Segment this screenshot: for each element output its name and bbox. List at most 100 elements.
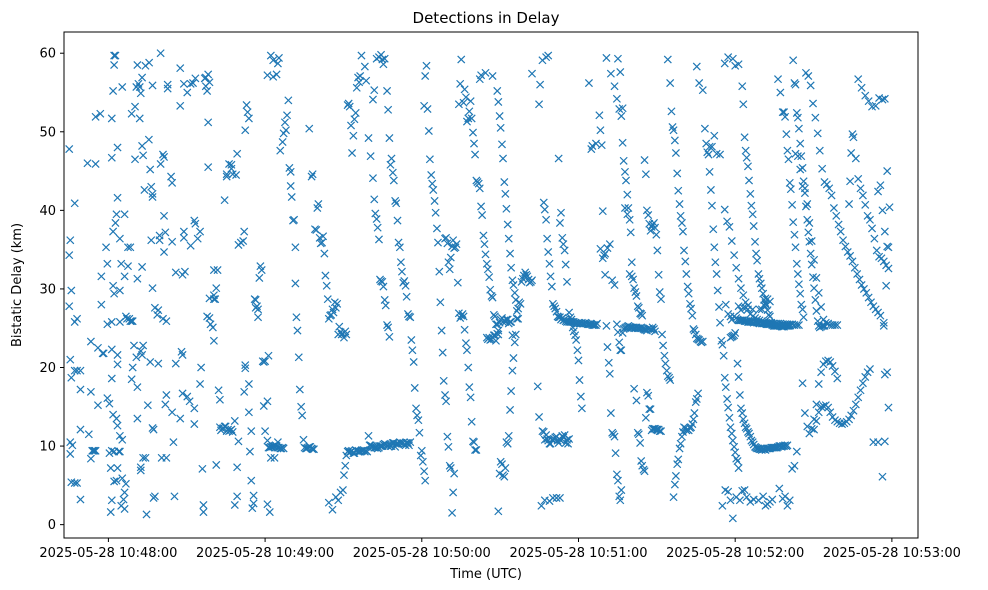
detection-point xyxy=(725,413,734,422)
detection-point xyxy=(127,375,136,384)
detection-point xyxy=(799,177,808,186)
x-tick-label: 2025-05-28 10:51:00 xyxy=(509,546,647,561)
detection-point xyxy=(688,311,697,320)
detection-point xyxy=(548,299,557,308)
detection-point xyxy=(341,461,350,470)
detection-point xyxy=(862,288,871,297)
detection-point xyxy=(500,178,509,187)
detection-point xyxy=(714,302,724,312)
x-tick-label: 2025-05-28 10:48:00 xyxy=(39,546,177,561)
detection-point xyxy=(728,514,737,523)
detection-point xyxy=(501,464,510,473)
detection-point xyxy=(209,336,218,345)
detection-point xyxy=(681,257,690,266)
detection-point xyxy=(833,321,842,330)
detection-point xyxy=(868,224,877,233)
detection-point xyxy=(205,313,214,323)
detection-point xyxy=(882,281,891,290)
detection-point xyxy=(507,317,516,326)
detection-point xyxy=(403,438,412,447)
detection-point xyxy=(198,464,207,473)
detection-point xyxy=(467,114,476,123)
detection-point xyxy=(133,414,142,423)
detection-point xyxy=(542,215,551,224)
detection-point xyxy=(720,205,729,214)
detection-point xyxy=(395,243,404,252)
detection-point xyxy=(812,273,821,282)
detection-point xyxy=(191,74,200,83)
detection-point xyxy=(156,49,165,58)
detection-point xyxy=(205,78,214,87)
detection-point xyxy=(346,121,356,130)
detection-point xyxy=(641,413,650,422)
detection-point xyxy=(299,435,308,444)
detection-point xyxy=(494,326,503,335)
detection-point xyxy=(811,113,820,122)
detection-point xyxy=(168,237,177,246)
detection-point xyxy=(408,346,417,355)
detection-point xyxy=(796,165,805,174)
detection-point xyxy=(139,453,148,462)
detection-point xyxy=(548,493,557,502)
detection-point xyxy=(671,148,680,158)
detection-point xyxy=(498,154,508,163)
detection-point xyxy=(546,272,555,281)
detection-point xyxy=(180,267,189,276)
detection-point xyxy=(727,429,736,438)
detection-point xyxy=(115,447,124,456)
detection-point xyxy=(564,439,573,448)
detection-point xyxy=(227,425,236,434)
detection-point xyxy=(822,180,831,189)
detection-point xyxy=(856,386,865,395)
detection-point xyxy=(625,215,634,224)
detection-point xyxy=(139,151,148,160)
detection-point xyxy=(562,277,572,286)
detection-point xyxy=(756,279,765,288)
detection-point xyxy=(111,51,120,60)
detection-point xyxy=(805,237,814,246)
detection-point xyxy=(785,496,794,505)
detection-point xyxy=(474,179,483,188)
detection-point xyxy=(176,64,185,73)
detection-point xyxy=(861,91,870,100)
detection-point xyxy=(139,341,148,350)
detection-point xyxy=(649,324,658,334)
detection-point xyxy=(242,101,251,110)
detection-point xyxy=(576,392,585,401)
detection-point xyxy=(512,306,521,315)
detection-point xyxy=(738,409,747,418)
detection-point xyxy=(736,284,745,293)
detection-point xyxy=(147,182,156,191)
chart-title: Detections in Delay xyxy=(413,9,560,27)
detection-point xyxy=(370,86,379,95)
detection-point xyxy=(103,394,112,403)
detection-point xyxy=(106,464,115,473)
detection-point xyxy=(261,427,270,436)
detection-point xyxy=(442,397,451,406)
detection-point xyxy=(483,265,492,274)
detection-point xyxy=(470,139,479,148)
detection-point xyxy=(199,508,208,517)
detection-point xyxy=(168,408,177,417)
detection-point xyxy=(734,60,743,69)
detection-point xyxy=(847,411,856,420)
detection-point xyxy=(811,295,820,304)
detection-point xyxy=(783,441,792,450)
detection-point xyxy=(739,291,748,300)
detection-point xyxy=(618,104,627,113)
detection-point xyxy=(638,311,647,320)
detection-point xyxy=(669,126,678,135)
detection-point xyxy=(605,240,614,249)
detection-point xyxy=(183,392,192,401)
x-tick: 2025-05-28 10:50:00 xyxy=(353,538,491,561)
detection-point xyxy=(272,70,281,79)
detection-point xyxy=(545,259,554,268)
detection-point xyxy=(297,402,306,411)
detection-point xyxy=(118,82,127,92)
detection-point xyxy=(441,390,450,400)
detection-point xyxy=(797,300,806,309)
detection-point xyxy=(644,391,653,400)
x-tick-label: 2025-05-28 10:49:00 xyxy=(196,546,334,561)
detection-point xyxy=(876,181,885,190)
